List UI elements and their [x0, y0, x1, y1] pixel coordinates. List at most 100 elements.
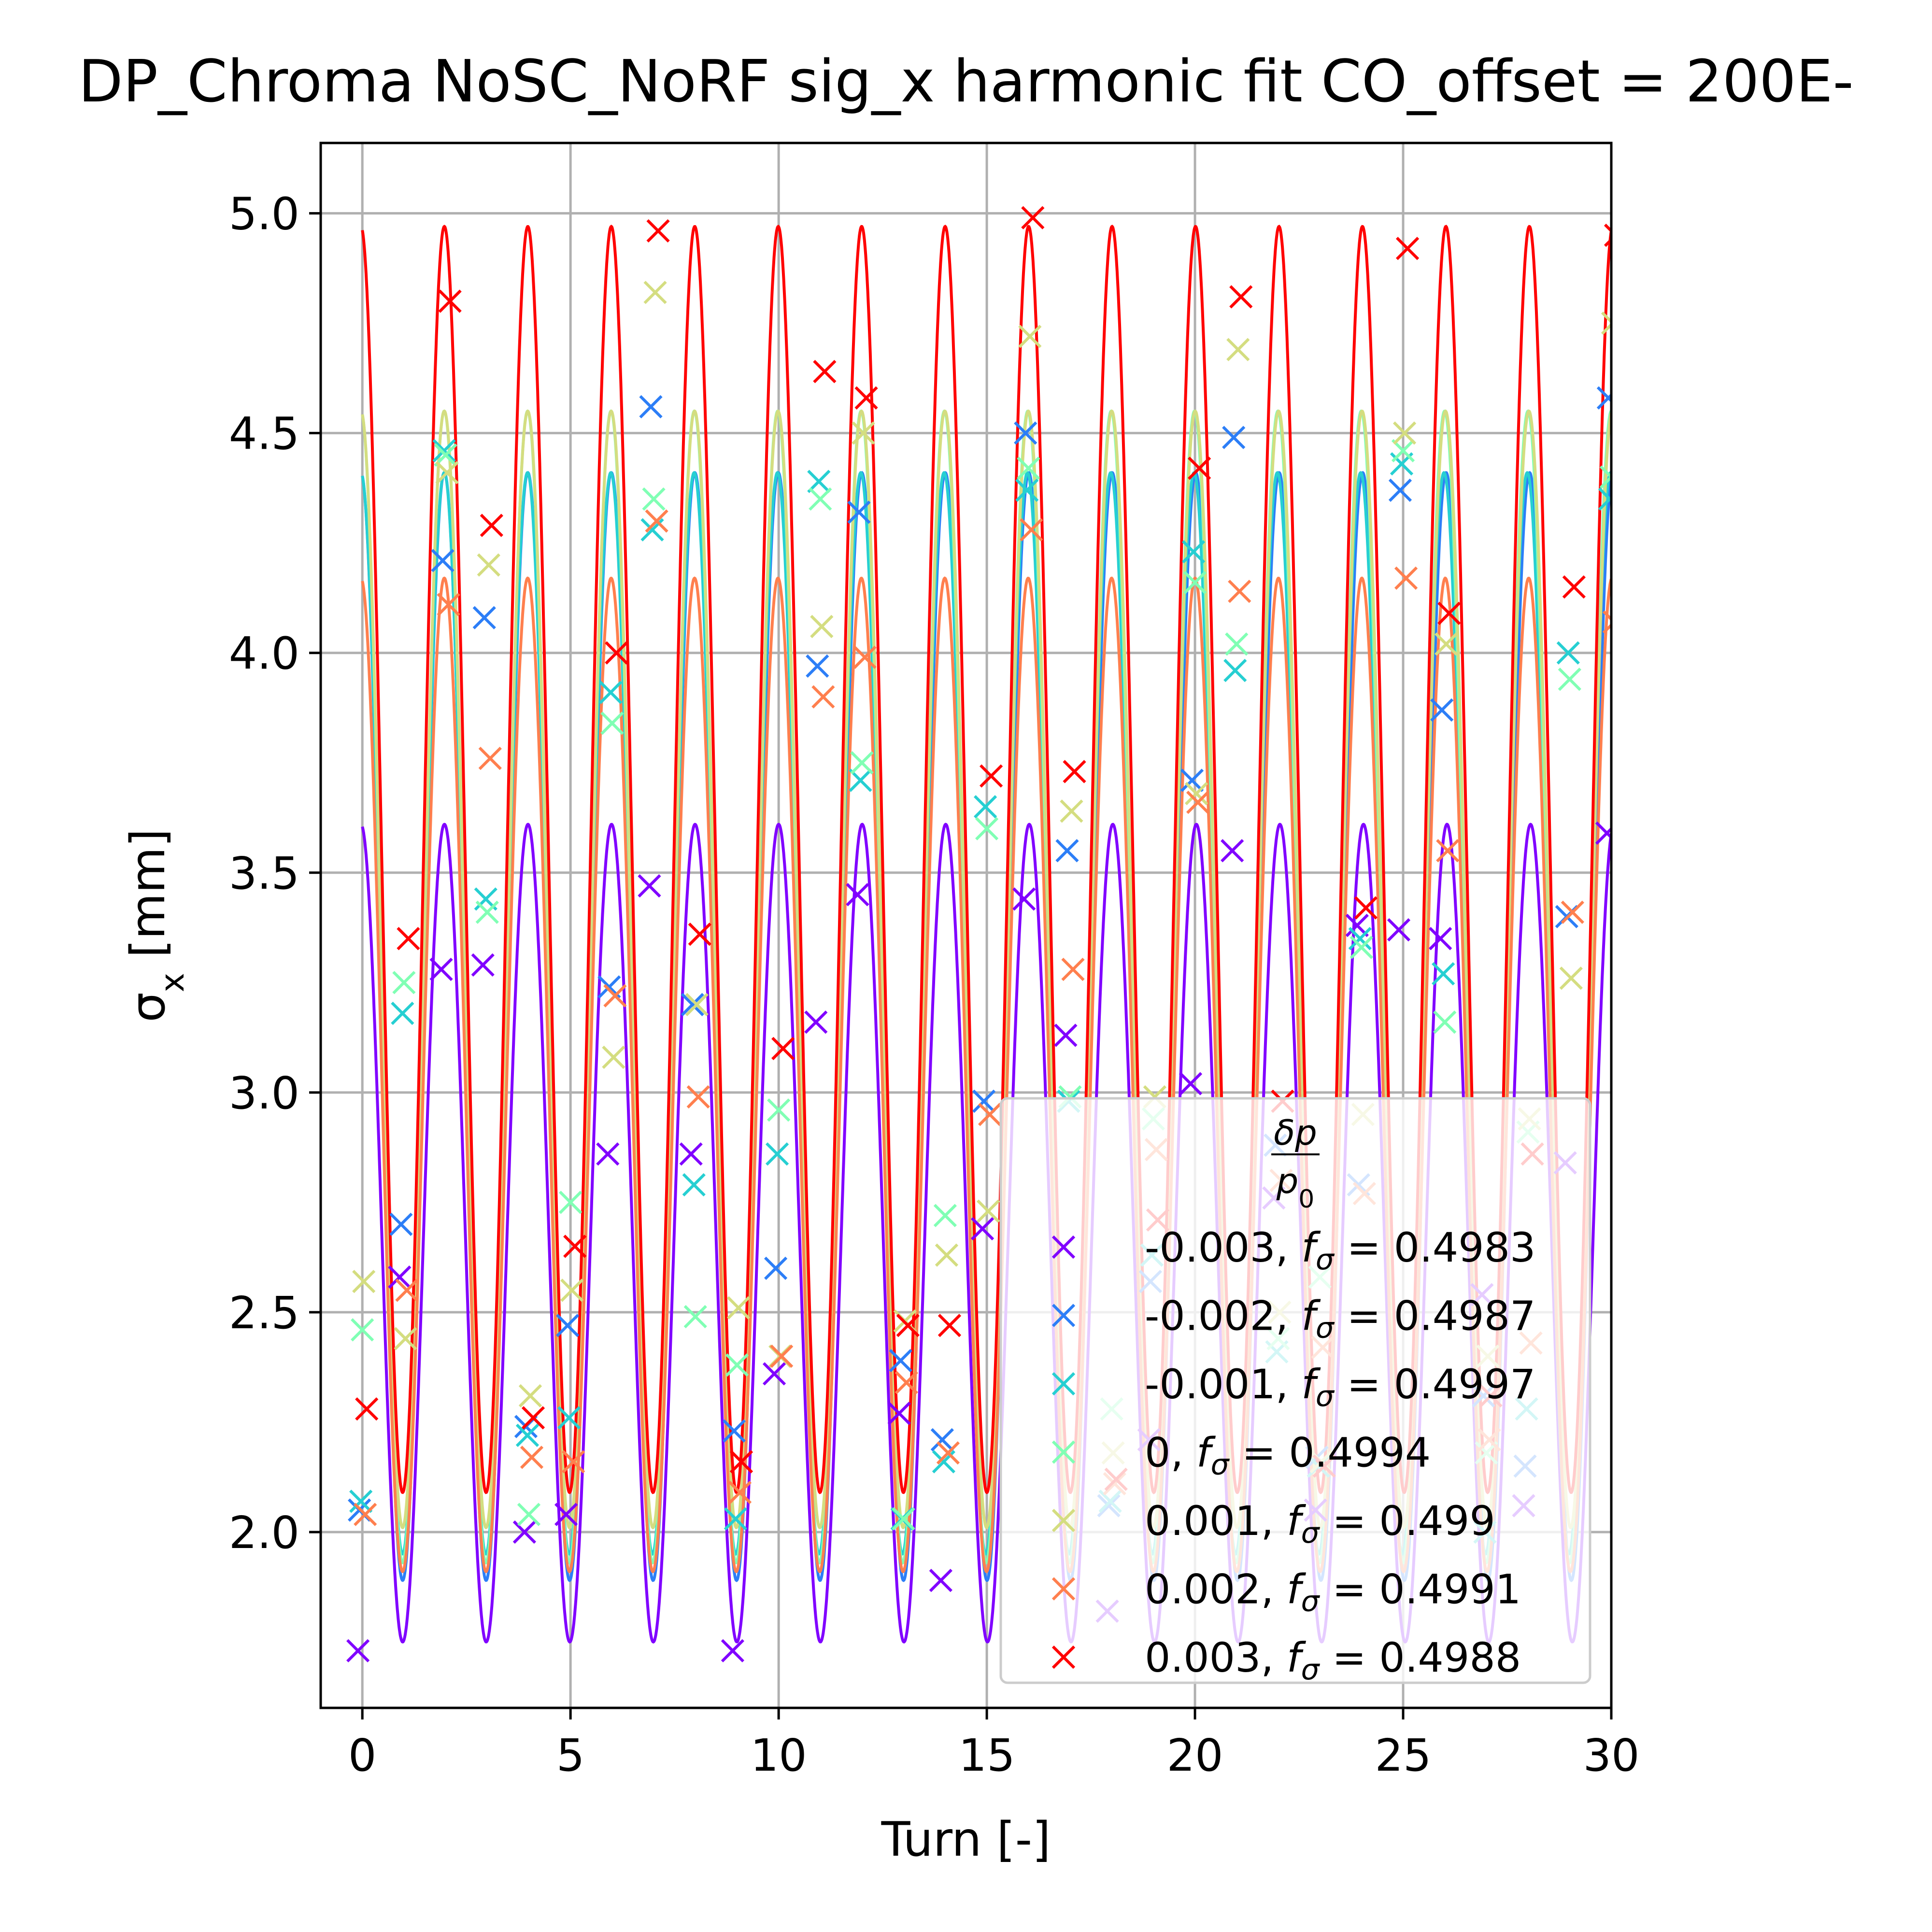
data-point-5	[603, 984, 627, 1008]
x-tick-label: 0	[348, 1730, 377, 1781]
x-tick-label: 20	[1167, 1730, 1223, 1781]
data-point-6	[813, 360, 837, 384]
data-point-2	[515, 1423, 540, 1447]
data-point-0	[679, 1142, 703, 1166]
data-point-5	[562, 1450, 585, 1474]
data-point-2	[599, 681, 623, 704]
data-point-4	[477, 553, 500, 577]
data-point-6	[521, 1406, 545, 1430]
data-point-2	[1432, 962, 1455, 986]
data-point-0	[388, 1265, 412, 1289]
data-point-6	[1395, 237, 1420, 260]
data-point-5	[853, 645, 877, 669]
x-axis-label: Turn [-]	[881, 1812, 1051, 1867]
y-axis-label: σx [mm]	[121, 829, 192, 1023]
data-point-1	[889, 1349, 912, 1373]
legend-marker-2	[1051, 1372, 1076, 1396]
data-point-6	[1354, 896, 1378, 920]
x-tick-label: 25	[1375, 1730, 1431, 1781]
data-point-6	[729, 1450, 753, 1474]
data-point-0	[970, 1217, 994, 1241]
data-point-3	[600, 711, 624, 735]
legend-marker-3	[1051, 1440, 1076, 1464]
data-point-0	[721, 1639, 745, 1662]
data-point-5	[1436, 839, 1460, 863]
data-point-5	[520, 1446, 544, 1469]
data-point-2	[557, 1406, 581, 1430]
data-point-3	[1433, 1010, 1457, 1034]
data-point-4	[1184, 781, 1208, 806]
data-point-5	[1020, 518, 1043, 542]
data-point-5	[478, 747, 502, 770]
data-point-4	[810, 614, 834, 639]
data-point-5	[728, 1480, 752, 1505]
data-point-1	[639, 395, 663, 419]
data-point-1	[1180, 768, 1204, 792]
data-point-0	[429, 957, 453, 981]
legend-marker-4	[1051, 1508, 1076, 1533]
data-point-5	[978, 1103, 1002, 1126]
data-point-6	[605, 641, 628, 665]
data-point-5	[1061, 957, 1085, 981]
data-point-4	[1392, 421, 1417, 445]
data-point-0	[804, 1010, 828, 1034]
data-point-2	[724, 1507, 748, 1531]
data-point-1	[764, 1256, 788, 1280]
data-point-1	[1222, 426, 1246, 449]
data-point-1	[389, 1212, 413, 1236]
data-point-2	[349, 1490, 373, 1513]
legend-entries: -0.003, fσ = 0.4983 -0.002, fσ = 0.4987 -0…	[1051, 1224, 1536, 1687]
data-point-0	[887, 1402, 911, 1425]
legend-label-0: -0.003, fσ = 0.4983	[1145, 1224, 1536, 1277]
data-point-3	[1017, 456, 1040, 480]
data-point-3	[850, 751, 874, 775]
data-point-2	[765, 1142, 789, 1166]
data-point-3	[642, 487, 666, 511]
data-point-6	[355, 1397, 379, 1421]
data-point-1	[847, 500, 871, 524]
legend-label-2: -0.001, fσ = 0.4997	[1145, 1361, 1536, 1413]
data-point-3	[475, 900, 499, 924]
plot-frame	[319, 142, 1613, 1709]
data-point-3	[975, 817, 999, 840]
data-point-4	[560, 1279, 584, 1302]
data-point-1	[930, 1428, 954, 1451]
data-point-1	[1014, 421, 1037, 445]
data-point-1	[556, 1314, 580, 1337]
data-point-6	[1229, 285, 1253, 309]
data-point-4	[1601, 312, 1611, 335]
legend-box	[999, 1097, 1591, 1684]
y-tick-label: 3.0	[229, 1067, 299, 1119]
y-tick-label: 5.0	[229, 188, 299, 240]
data-point-3	[933, 1204, 957, 1227]
data-point-1	[472, 606, 496, 630]
data-point-4	[394, 1327, 417, 1350]
x-tick-label: 30	[1583, 1730, 1639, 1781]
data-point-4	[852, 421, 875, 445]
data-point-1	[1596, 386, 1611, 410]
legend-marker-1	[1051, 1304, 1076, 1327]
data-point-5	[770, 1344, 794, 1368]
data-point-6	[771, 1037, 795, 1060]
data-point-3	[725, 1353, 749, 1377]
data-point-5	[811, 685, 835, 709]
data-point-2	[391, 1001, 414, 1025]
y-tick-label: 4.5	[229, 408, 299, 460]
data-point-6	[854, 386, 878, 410]
data-point-5	[437, 593, 460, 616]
data-point-6	[980, 764, 1003, 788]
data-point-3	[892, 1507, 915, 1531]
data-point-4	[1559, 966, 1583, 990]
data-point-2	[682, 1173, 706, 1197]
data-point-6	[563, 1235, 587, 1258]
data-point-6	[1187, 456, 1211, 480]
data-point-4	[1435, 632, 1458, 656]
data-point-4	[976, 1199, 1000, 1223]
data-point-2	[1181, 540, 1206, 564]
data-point-5	[1186, 791, 1210, 814]
legend-label-6: 0.003, fσ = 0.4988	[1145, 1634, 1521, 1687]
data-point-5	[1602, 610, 1611, 634]
axis-ticks: 0 5 10 15 20 25 30 2.0 2.5 3.0 3.5 4.0 4.5 5.0	[229, 188, 1640, 1781]
data-point-3	[809, 487, 832, 511]
